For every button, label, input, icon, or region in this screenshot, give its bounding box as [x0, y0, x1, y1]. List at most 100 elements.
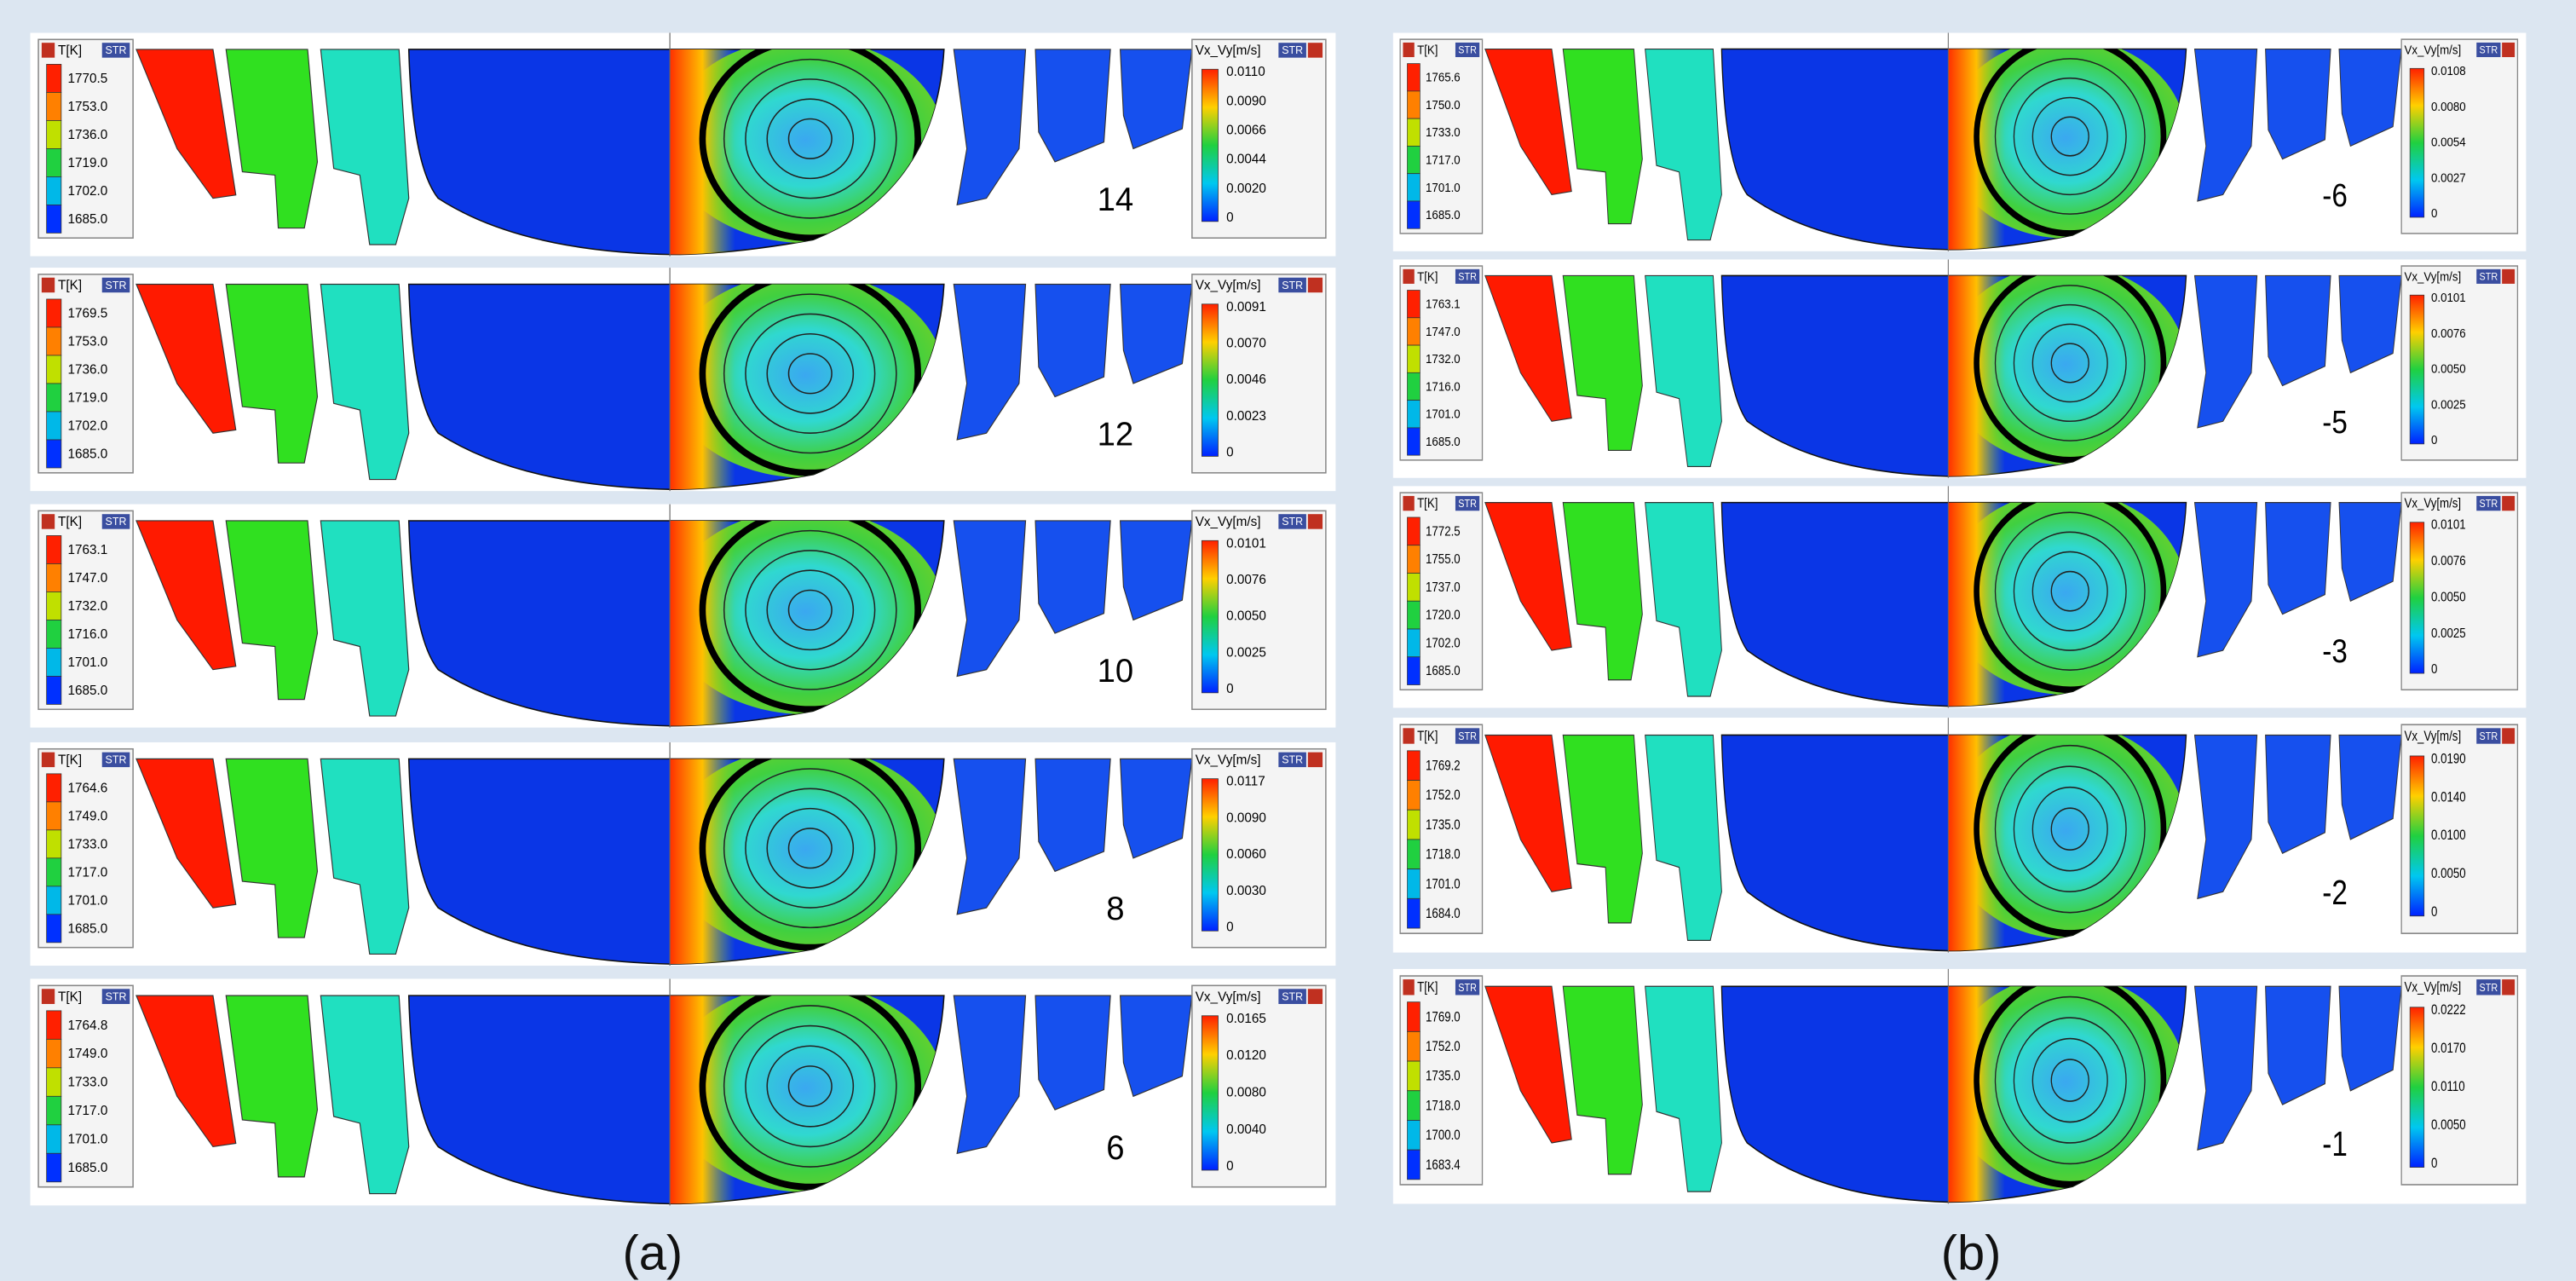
- legend-value: 1753.0: [68, 100, 108, 114]
- legend-title: T[K]: [1417, 43, 1438, 58]
- panel-label: -5: [2322, 404, 2348, 441]
- legend-title: Vx_Vy[m/s]: [2404, 980, 2461, 995]
- legend-arrow: [42, 278, 55, 292]
- str-label: STR: [1282, 754, 1303, 766]
- legend-arrow: [1308, 43, 1323, 57]
- color-chip: [1407, 1061, 1420, 1091]
- color-bar: [1202, 69, 1218, 222]
- legend-value: 0.0040: [1226, 1122, 1266, 1137]
- legend-value: 1685.0: [1426, 435, 1461, 449]
- legend-value: 1685.0: [68, 684, 108, 698]
- legend-value: 1702.0: [1426, 637, 1461, 651]
- simulation-panel: T[K]STR1763.11747.01732.01716.01701.0168…: [30, 505, 1335, 728]
- legend-value: 0.0076: [2431, 554, 2466, 568]
- legend-value: 1735.0: [1426, 818, 1461, 834]
- legend-arrow: [2502, 269, 2515, 284]
- legend-value: 0.0108: [2431, 64, 2466, 78]
- legend-value: 1700.0: [1426, 1128, 1461, 1144]
- legend-value: 1769.2: [1426, 759, 1461, 774]
- color-chip: [1407, 751, 1420, 781]
- legend-value: 0.0110: [2431, 1080, 2465, 1095]
- str-label: STR: [2480, 981, 2498, 994]
- legend-value: 1769.5: [68, 306, 108, 320]
- legend-value: 0.0025: [2431, 398, 2466, 413]
- legend-value: 1719.0: [68, 156, 108, 170]
- color-chip: [47, 620, 61, 648]
- legend-value: 0.0117: [1226, 775, 1265, 789]
- legend-value: 1752.0: [1426, 1040, 1461, 1055]
- color-chip: [47, 205, 61, 233]
- color-bar: [1202, 304, 1218, 457]
- legend-value: 0.0050: [1226, 609, 1266, 624]
- color-chip: [1407, 146, 1420, 173]
- color-chip: [47, 1125, 61, 1153]
- legend-value: 1736.0: [68, 128, 108, 142]
- color-chip: [1407, 1091, 1420, 1121]
- color-chip: [1407, 1150, 1420, 1180]
- color-chip: [47, 176, 61, 205]
- figure: (a)T[K]STR1770.51753.01736.01719.01702.0…: [0, 0, 2576, 1281]
- color-chip: [47, 1068, 61, 1096]
- caption: (b): [1941, 1226, 2002, 1280]
- legend-value: 1701.0: [1426, 877, 1461, 892]
- str-label: STR: [2480, 730, 2498, 742]
- legend-value: 0.0091: [1226, 300, 1266, 314]
- panel-label: -3: [2322, 632, 2348, 670]
- color-chip: [1407, 201, 1420, 228]
- legend-value: 1718.0: [1426, 1099, 1461, 1114]
- color-chip: [1407, 401, 1420, 428]
- legend-value: 0.0066: [1226, 123, 1266, 137]
- page: (a)T[K]STR1770.51753.01736.01719.01702.0…: [0, 0, 2576, 1281]
- legend-value: 0: [1226, 1159, 1234, 1174]
- legend-arrow: [2502, 728, 2515, 743]
- legend-arrow: [42, 989, 55, 1004]
- color-chip: [47, 1153, 61, 1181]
- legend-value: 1720.0: [1426, 609, 1461, 623]
- legend-value: 0.0120: [1226, 1048, 1266, 1063]
- legend-value: 1736.0: [68, 362, 108, 377]
- legend-title: Vx_Vy[m/s]: [2404, 43, 2461, 58]
- legend-title: Vx_Vy[m/s]: [2404, 730, 2461, 745]
- panel-label: -1: [2322, 1124, 2348, 1163]
- color-chip: [1407, 291, 1420, 318]
- legend-title: T[K]: [1417, 497, 1438, 511]
- legend-value: 0.0025: [2431, 626, 2466, 641]
- legend-title: Vx_Vy[m/s]: [1196, 990, 1261, 1004]
- color-chip: [1407, 781, 1420, 811]
- legend-value: 1717.0: [1426, 153, 1461, 168]
- legend-arrow: [1308, 989, 1323, 1004]
- legend-value: 0.0050: [2431, 362, 2466, 377]
- str-label: STR: [106, 44, 127, 56]
- legend-value: 1747.0: [68, 571, 108, 586]
- legend-arrow: [42, 753, 55, 767]
- legend-value: 1764.8: [68, 1018, 108, 1033]
- str-label: STR: [1282, 516, 1303, 528]
- color-chip: [47, 563, 61, 591]
- legend-value: 0.0170: [2431, 1042, 2466, 1057]
- color-chip: [1407, 174, 1420, 201]
- color-bar: [1202, 540, 1218, 693]
- panel-label: -2: [2322, 873, 2348, 912]
- legend-arrow: [1403, 43, 1414, 57]
- color-chip: [1407, 64, 1420, 91]
- color-chip: [47, 648, 61, 676]
- simulation-panel: T[K]STR1772.51755.01737.01720.01702.0168…: [1393, 486, 2527, 707]
- color-chip: [1407, 1031, 1420, 1061]
- legend-value: 0: [1226, 211, 1234, 225]
- str-label: STR: [106, 990, 127, 1002]
- color-chip: [47, 886, 61, 915]
- legend-title: T[K]: [58, 753, 82, 767]
- str-label: STR: [1458, 730, 1477, 742]
- color-chip: [47, 120, 61, 148]
- legend-value: 1685.0: [68, 212, 108, 227]
- legend-value: 0.0101: [2431, 291, 2466, 305]
- color-bar: [2410, 522, 2424, 673]
- color-chip: [47, 676, 61, 704]
- color-chip: [1407, 372, 1420, 400]
- str-label: STR: [2480, 272, 2498, 283]
- legend-title: Vx_Vy[m/s]: [2404, 270, 2461, 285]
- legend-value: 1753.0: [68, 334, 108, 349]
- legend-title: T[K]: [58, 43, 82, 58]
- legend-arrow: [42, 514, 55, 528]
- color-chip: [47, 830, 61, 858]
